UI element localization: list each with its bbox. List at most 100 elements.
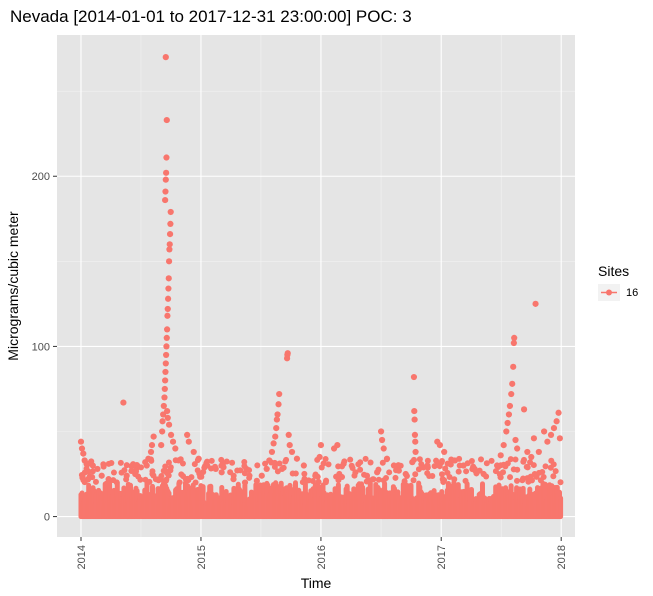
baseline-point	[392, 474, 399, 481]
baseline-point	[289, 470, 296, 477]
data-point	[409, 459, 416, 466]
data-point	[164, 414, 171, 421]
data-point	[334, 442, 341, 449]
baseline-point	[137, 476, 144, 483]
data-point	[395, 467, 402, 474]
data-point	[378, 436, 386, 444]
data-point	[436, 442, 444, 449]
data-point	[276, 390, 283, 398]
data-point	[105, 476, 112, 483]
baseline-point	[488, 457, 495, 464]
baseline-point	[550, 473, 557, 480]
data-point	[161, 394, 168, 401]
baseline-point	[383, 475, 390, 482]
baseline-point	[439, 457, 446, 464]
data-point	[169, 438, 177, 445]
data-point	[163, 169, 170, 176]
baseline-point	[447, 461, 454, 468]
baseline-point	[237, 467, 244, 474]
data-point	[162, 176, 169, 183]
y-tick-label: 100	[32, 341, 50, 353]
baseline-point	[108, 460, 115, 467]
data-point	[163, 351, 170, 359]
data-point	[77, 438, 85, 445]
data-point	[164, 407, 171, 415]
data-point	[286, 442, 293, 449]
data-point	[500, 442, 507, 449]
data-point	[145, 455, 152, 462]
baseline-point	[523, 463, 530, 470]
data-point	[509, 380, 516, 387]
data-point	[147, 448, 155, 456]
baseline-point	[357, 459, 364, 466]
baseline-point	[241, 470, 248, 477]
data-point	[172, 445, 179, 452]
baseline-point	[348, 462, 355, 469]
baseline-point	[130, 461, 137, 468]
data-point	[316, 453, 323, 461]
data-point	[532, 300, 539, 307]
baseline-point	[507, 456, 514, 463]
baseline-point	[301, 470, 308, 477]
grid	[57, 35, 575, 537]
baseline-point	[438, 471, 445, 478]
data-point	[165, 275, 172, 282]
baseline-point	[444, 469, 451, 476]
baseline-point	[424, 457, 431, 464]
baseline-point	[246, 474, 253, 481]
baseline-point	[462, 477, 469, 484]
data-point	[148, 442, 156, 449]
data-point	[363, 472, 371, 479]
data-point	[402, 470, 409, 478]
baseline-point	[92, 478, 99, 485]
baseline-point	[191, 461, 198, 468]
data-point	[514, 445, 521, 452]
x-tick-label: 2016	[316, 545, 328, 569]
legend: Sites 16	[598, 263, 638, 301]
data-point	[383, 455, 391, 462]
data-point	[94, 465, 101, 473]
data-point	[512, 436, 519, 444]
data-point	[340, 460, 347, 467]
baseline-point	[165, 459, 172, 466]
data-point	[524, 448, 531, 456]
data-point	[158, 442, 165, 449]
baseline-point	[527, 459, 534, 466]
baseline-point	[512, 456, 519, 463]
baseline-point	[500, 461, 507, 468]
baseline-point	[218, 456, 225, 463]
data-point	[204, 462, 211, 469]
data-point	[380, 445, 387, 452]
legend-key-point	[606, 289, 612, 296]
data-point	[165, 421, 173, 428]
data-point	[167, 208, 174, 216]
baseline-point	[262, 460, 269, 467]
data-point	[167, 431, 175, 438]
legend-title: Sites	[598, 263, 629, 279]
data-point	[167, 220, 174, 227]
data-point	[510, 363, 517, 370]
baseline-point	[123, 462, 130, 469]
data-point	[164, 326, 171, 333]
data-point	[123, 472, 130, 479]
data-point	[263, 465, 270, 473]
data-point	[553, 418, 560, 425]
data-point	[511, 334, 518, 342]
data-point	[268, 448, 276, 456]
data-point	[272, 433, 279, 440]
data-point	[253, 477, 260, 484]
data-point	[195, 455, 202, 462]
baseline-point	[208, 457, 215, 464]
baseline-point	[375, 476, 382, 483]
baseline-point	[85, 475, 92, 482]
data-point	[120, 399, 127, 406]
baseline-point	[478, 456, 485, 463]
baseline-point	[283, 456, 290, 463]
data-point	[352, 469, 359, 476]
data-point	[424, 462, 431, 469]
data-point	[505, 411, 513, 418]
data-point	[98, 472, 105, 479]
baseline-point	[367, 459, 374, 466]
baseline-point	[314, 473, 321, 480]
